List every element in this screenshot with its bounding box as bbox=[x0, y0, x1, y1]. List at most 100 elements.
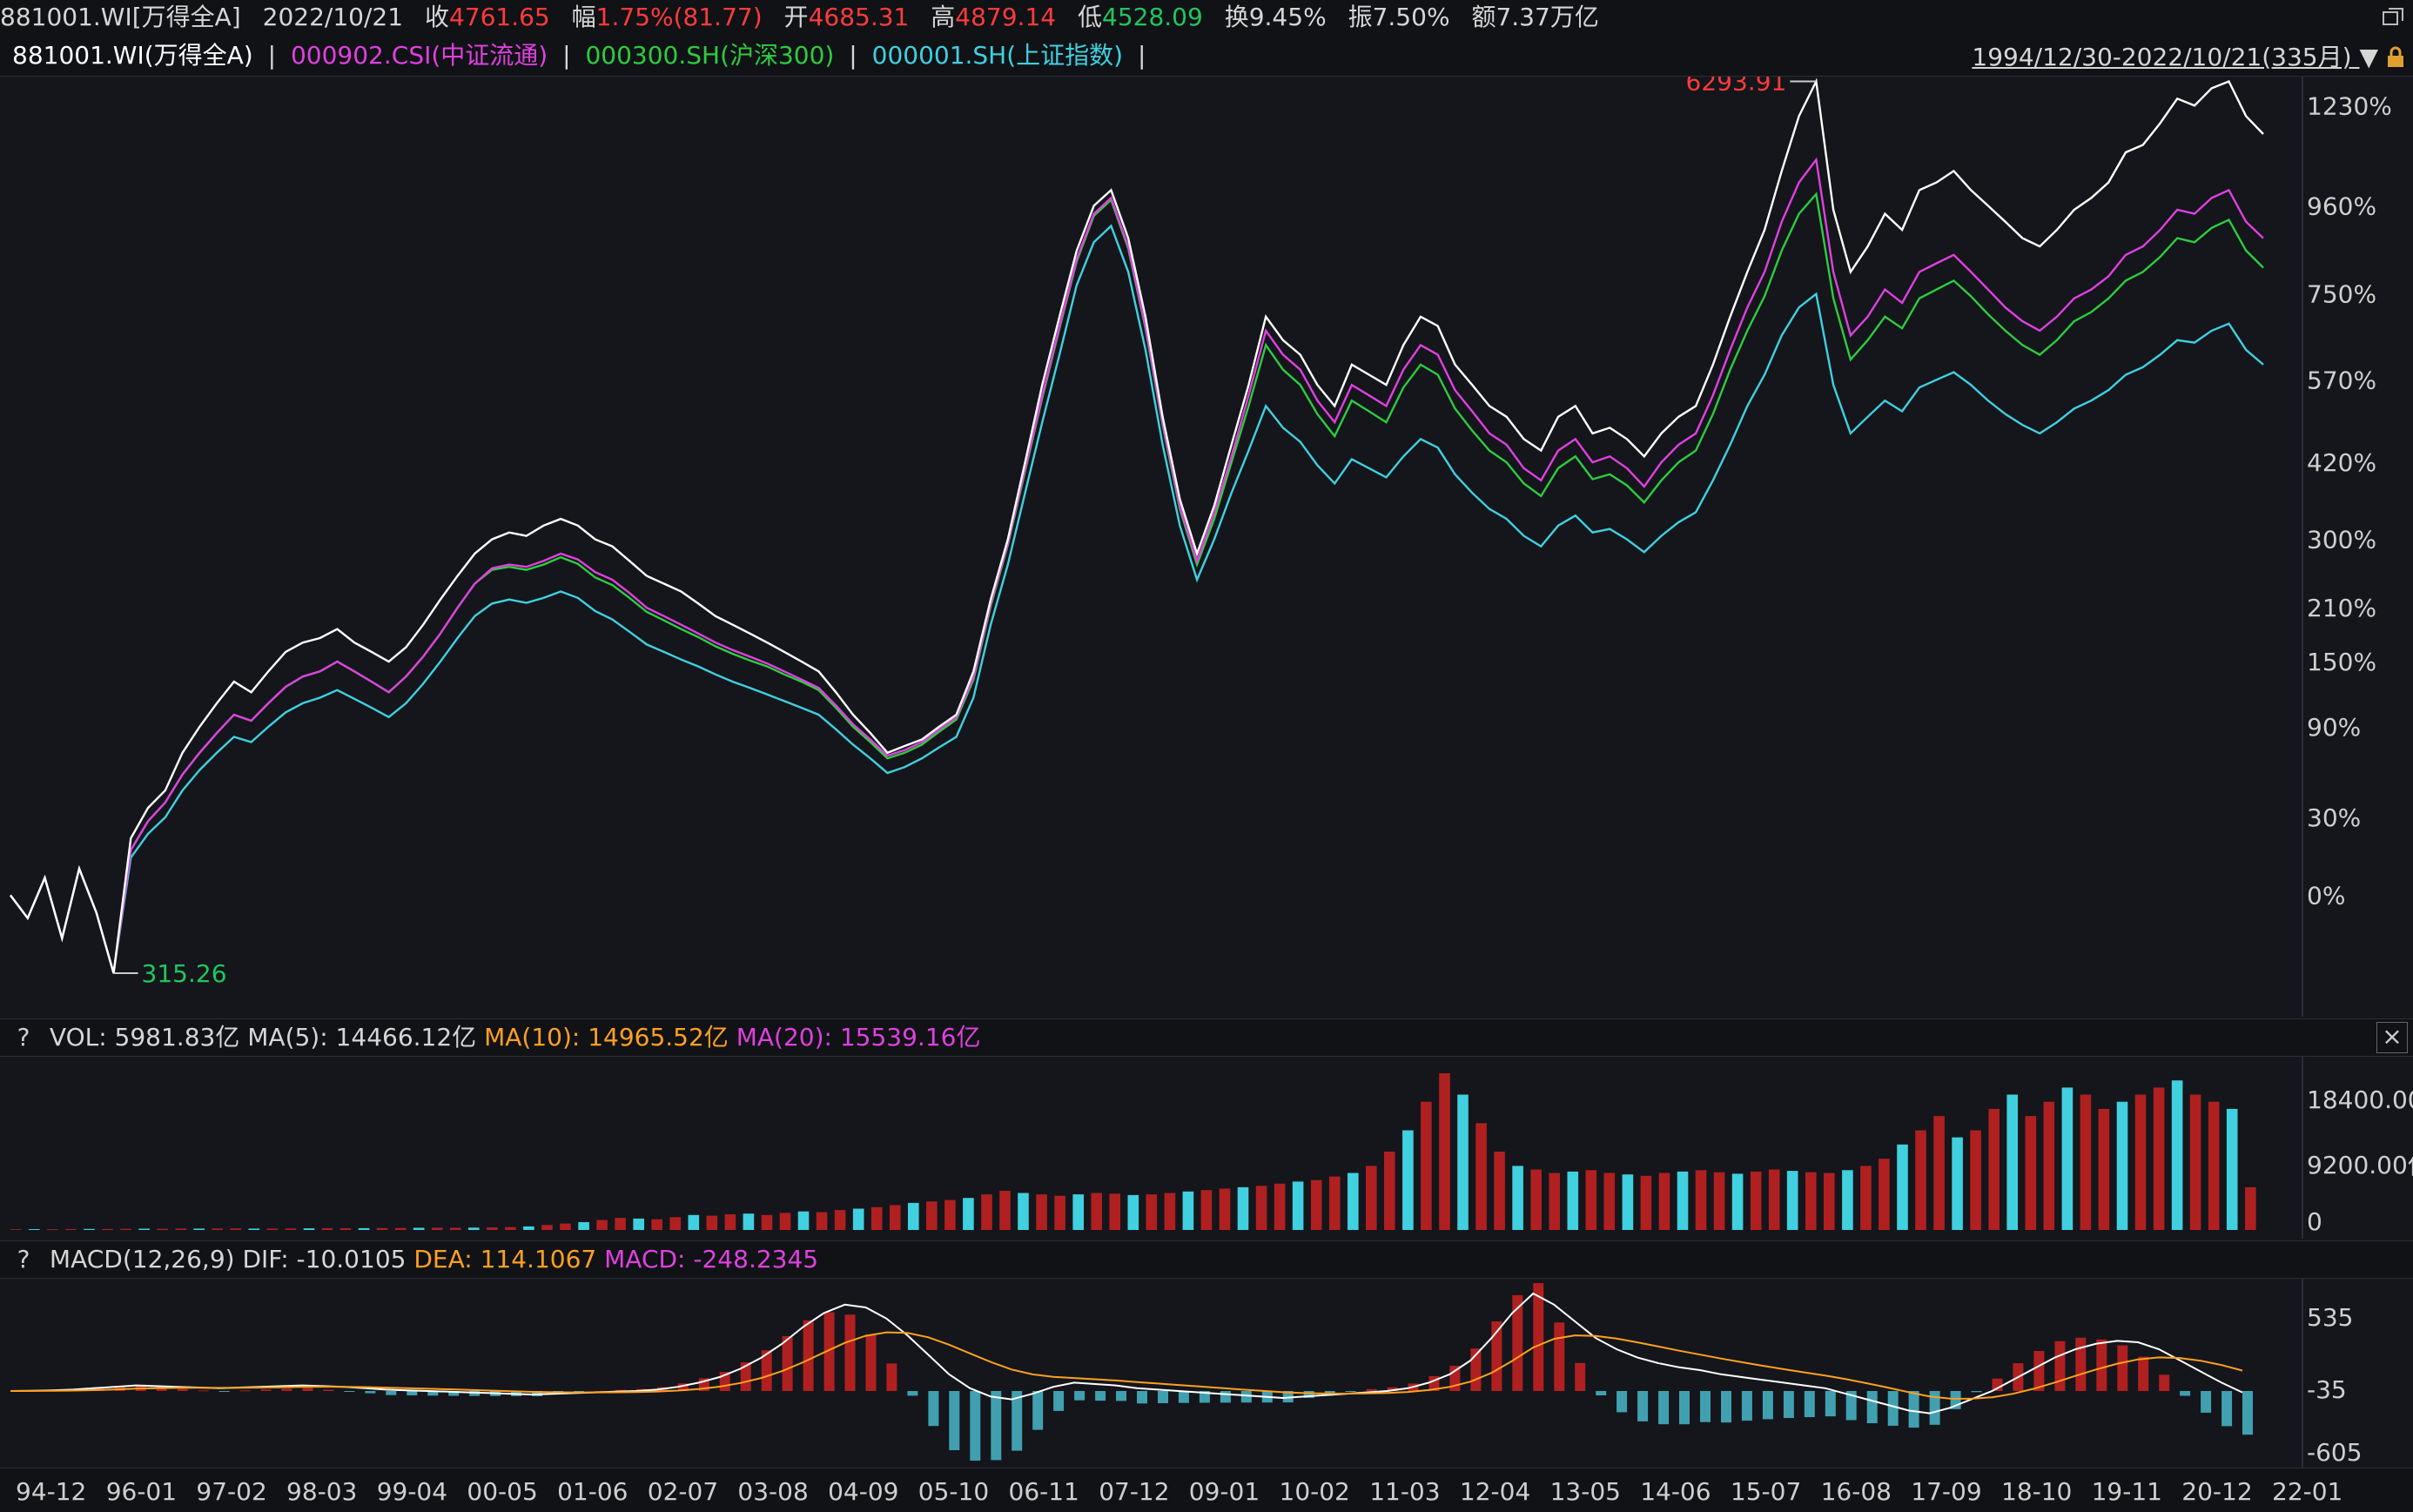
price-axis-tick: 750% bbox=[2307, 280, 2376, 309]
volume-bar bbox=[1842, 1170, 1853, 1230]
low-label: 低 bbox=[1077, 3, 1102, 31]
macd-histogram-bar bbox=[218, 1391, 230, 1392]
volume-bar bbox=[1585, 1170, 1597, 1230]
series-legend-bar: 881001.WI(万得全A) | 000902.CSI(中证流通) | 000… bbox=[0, 38, 2413, 77]
macd-histogram-bar bbox=[907, 1391, 918, 1396]
macd-histogram-bar bbox=[1158, 1391, 1168, 1403]
open-value: 4685.31 bbox=[808, 3, 910, 31]
volume-bar bbox=[1237, 1186, 1249, 1230]
volume-bar bbox=[944, 1200, 956, 1230]
volume-bar bbox=[29, 1229, 40, 1230]
macd-panel-header: ? MACD(12,26,9) DIF: -10.0105 DEA: 114.1… bbox=[0, 1240, 2413, 1279]
macd-chart[interactable]: 535 -35 -605 bbox=[0, 1278, 2413, 1468]
volume-bar bbox=[120, 1228, 131, 1230]
question-icon[interactable]: ? bbox=[17, 1023, 30, 1052]
price-chart[interactable]: 1230% 960% 750% 570% 420% 300% 210% 150% 90% 30% 0… bbox=[0, 77, 2413, 1017]
quote-summary-bar: 881001.WI[万得全A] 2022/10/21 收4761.65 幅1.7… bbox=[0, 0, 2413, 38]
security-code[interactable]: 881001.WI[万得全A] bbox=[0, 3, 241, 31]
volume-bar bbox=[193, 1228, 205, 1230]
volume-bar bbox=[1567, 1171, 1579, 1230]
volume-bar bbox=[1182, 1191, 1194, 1230]
time-axis-tick: 14-06 bbox=[1640, 1477, 1711, 1506]
turnover-label: 换 bbox=[1224, 3, 1249, 31]
question-icon[interactable]: ? bbox=[17, 1245, 30, 1273]
macd-histogram-bar bbox=[615, 1389, 626, 1391]
series-line-3 bbox=[10, 224, 2264, 974]
volume-bar bbox=[321, 1228, 333, 1230]
time-axis-tick: 03-08 bbox=[737, 1477, 808, 1506]
time-axis-tick: 00-05 bbox=[467, 1477, 537, 1506]
volume-chart[interactable]: 18400.00 9200.00亿 0 bbox=[0, 1056, 2413, 1239]
restore-icon[interactable] bbox=[2380, 5, 2406, 31]
volume-bar bbox=[743, 1213, 755, 1230]
legend-item-sh[interactable]: 000001.SH(上证指数) bbox=[871, 41, 1124, 70]
macd-histogram-bar bbox=[2242, 1391, 2253, 1435]
macd-histogram-bar bbox=[2201, 1391, 2212, 1413]
volume-bar bbox=[1146, 1194, 1158, 1230]
macd-histogram-bar bbox=[2117, 1345, 2128, 1391]
volume-bar bbox=[1164, 1193, 1176, 1230]
macd-value: MACD: -248.2345 bbox=[604, 1245, 819, 1273]
low-value: 4528.09 bbox=[1102, 3, 1203, 31]
price-axis-tick: 300% bbox=[2307, 526, 2376, 554]
turnover-value: 9.45% bbox=[1248, 3, 1327, 31]
volume-bar bbox=[175, 1228, 186, 1230]
volume-bar bbox=[157, 1228, 168, 1230]
volume-bar bbox=[1072, 1194, 1084, 1230]
volume-bar bbox=[1512, 1166, 1523, 1230]
volume-bar bbox=[724, 1214, 736, 1230]
volume-bar bbox=[1421, 1101, 1432, 1230]
volume-bar bbox=[1970, 1130, 1981, 1230]
volume-bar bbox=[248, 1228, 260, 1230]
volume-bar bbox=[1036, 1194, 1047, 1230]
time-axis-tick: 13-05 bbox=[1550, 1477, 1621, 1506]
triangle-down-icon[interactable]: ▼ bbox=[2359, 43, 2378, 71]
lock-icon[interactable] bbox=[2383, 45, 2408, 70]
volume-bar bbox=[1933, 1116, 1945, 1230]
time-axis-tick: 15-07 bbox=[1731, 1477, 1801, 1506]
close-icon[interactable]: × bbox=[2376, 1022, 2408, 1053]
volume-bar bbox=[1348, 1173, 1359, 1230]
date-range-text[interactable]: 1994/12/30-2022/10/21(335月) bbox=[1972, 43, 2352, 71]
volume-bar bbox=[1768, 1169, 1780, 1230]
macd-histogram-bar bbox=[469, 1391, 481, 1396]
macd-histogram-bar bbox=[1929, 1391, 1940, 1425]
macd-histogram-bar bbox=[427, 1391, 439, 1396]
high-value: 4879.14 bbox=[955, 3, 1057, 31]
macd-histogram-bar bbox=[1637, 1391, 1649, 1421]
macd-dea-line bbox=[10, 1331, 2243, 1400]
volume-bar bbox=[212, 1228, 223, 1230]
volume-bar bbox=[669, 1217, 682, 1230]
volume-bar bbox=[981, 1194, 992, 1230]
volume-bar bbox=[2116, 1101, 2128, 1230]
open-label: 开 bbox=[783, 3, 809, 31]
macd-histogram-bar bbox=[448, 1391, 460, 1396]
macd-histogram-bar bbox=[1971, 1391, 1982, 1393]
macd-histogram-bar bbox=[407, 1391, 418, 1395]
macd-histogram-bar bbox=[740, 1362, 751, 1391]
macd-dea: DEA: 114.1067 bbox=[413, 1245, 597, 1273]
macd-histogram-bar bbox=[1032, 1391, 1044, 1430]
macd-histogram-bar bbox=[2180, 1391, 2191, 1396]
volume-bar bbox=[797, 1211, 810, 1230]
legend-item-hs300[interactable]: 000300.SH(沪深300) bbox=[585, 41, 835, 70]
legend-item-wind-a[interactable]: 881001.WI(万得全A) bbox=[12, 41, 253, 70]
volume-axis-tick: 9200.00亿 bbox=[2307, 1151, 2413, 1179]
change-label: 幅 bbox=[571, 3, 596, 31]
legend-item-csi[interactable]: 000902.CSI(中证流通) bbox=[290, 41, 548, 70]
time-axis-tick: 98-03 bbox=[286, 1477, 357, 1506]
macd-axis-tick: -605 bbox=[2307, 1438, 2363, 1467]
volume-bar bbox=[1750, 1171, 1762, 1230]
volume-bar bbox=[890, 1205, 901, 1230]
volume-bar bbox=[688, 1214, 700, 1230]
time-axis-tick: 05-10 bbox=[918, 1477, 989, 1506]
date-range-selector[interactable]: 1994/12/30-2022/10/21(335月) ▼ bbox=[1972, 38, 2378, 77]
volume-bar bbox=[2171, 1080, 2183, 1230]
amount-value: 7.37万亿 bbox=[1496, 3, 1599, 31]
macd-histogram-bar bbox=[344, 1391, 355, 1392]
volume-bar bbox=[1200, 1190, 1213, 1230]
volume-bar bbox=[560, 1223, 571, 1230]
macd-histogram-bar bbox=[1282, 1391, 1294, 1403]
time-axis-tick: 96-01 bbox=[106, 1477, 177, 1506]
macd-histogram-bar bbox=[1845, 1391, 1857, 1421]
